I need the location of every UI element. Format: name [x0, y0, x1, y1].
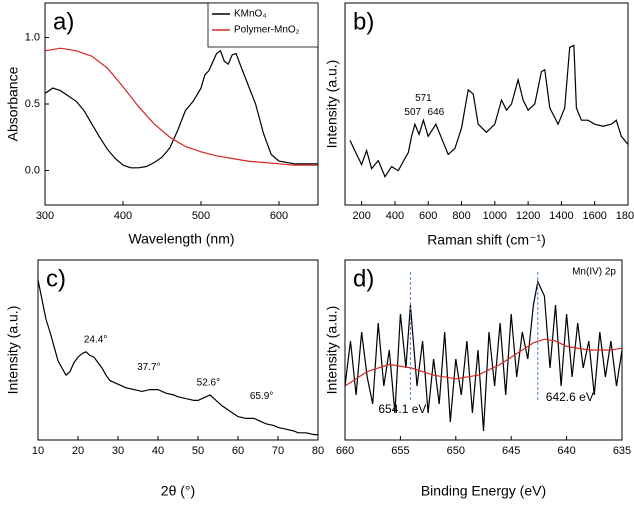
x-tick-label: 600	[270, 210, 288, 222]
legend-label: Polymer-MnO₂	[234, 25, 300, 36]
x-axis-label: Wavelength (nm)	[128, 231, 234, 247]
x-tick-label: 40	[152, 445, 164, 457]
x-tick-label: 645	[502, 445, 520, 457]
y-axis-label: Intensity (a.u.)	[5, 306, 21, 395]
y-axis-label: Intensity (a.u.)	[324, 60, 340, 149]
x-axis-label: Binding Energy (eV)	[421, 483, 546, 499]
panel-label: b)	[353, 8, 374, 35]
data-line	[344, 338, 623, 387]
x-tick-label: 30	[112, 445, 124, 457]
y-tick-label: 0.5	[25, 98, 40, 110]
x-tick-label: 500	[192, 210, 210, 222]
annotation: 24.4°	[84, 334, 107, 345]
x-tick-label: 80	[312, 445, 324, 457]
x-tick-label: 400	[114, 210, 132, 222]
x-tick-label: 1000	[483, 210, 507, 222]
annotation: 37.7°	[137, 362, 160, 373]
x-tick-label: 10	[32, 445, 44, 457]
x-tick-label: 200	[352, 210, 370, 222]
x-tick-label: 300	[36, 210, 54, 222]
panel-label: d)	[353, 265, 374, 292]
plot-frame	[37, 259, 319, 441]
legend-box	[207, 2, 319, 48]
y-tick-label: 0.0	[25, 164, 40, 176]
annotation: 642.6 eV	[546, 390, 594, 404]
annotation: 507	[404, 107, 421, 118]
x-tick-label: 1800	[616, 210, 634, 222]
x-tick-label: 800	[452, 210, 470, 222]
x-axis-label: Raman shift (cm⁻¹)	[427, 232, 546, 248]
y-tick-label: 1.0	[25, 31, 40, 43]
x-tick-label: 1400	[549, 210, 573, 222]
x-tick-label: 400	[386, 210, 404, 222]
panel-title: Mn(IV) 2p	[572, 267, 616, 278]
data-line	[44, 49, 318, 169]
panel-label: c)	[46, 265, 66, 292]
panel-label: a)	[53, 8, 74, 35]
x-tick-label: 20	[72, 445, 84, 457]
plot-frame	[344, 2, 629, 206]
x-tick-label: 1200	[516, 210, 540, 222]
annotation: 52.6°	[197, 378, 220, 389]
x-tick-label: 600	[419, 210, 437, 222]
annotation: 65.9°	[250, 391, 273, 402]
legend-label: KMnO₄	[234, 9, 266, 20]
x-tick-label: 60	[232, 445, 244, 457]
annotation: 571	[415, 93, 432, 104]
annotation: 654.1 eV	[378, 402, 426, 416]
annotation: 646	[428, 107, 445, 118]
x-tick-label: 660	[336, 445, 354, 457]
x-tick-label: 1600	[582, 210, 606, 222]
x-tick-label: 635	[613, 445, 631, 457]
plot-frame	[344, 259, 623, 441]
data-line	[349, 44, 629, 178]
x-tick-label: 640	[557, 445, 575, 457]
x-tick-label: 70	[272, 445, 284, 457]
data-line	[344, 279, 623, 432]
data-line	[37, 279, 318, 436]
y-axis-label: Intensity (a.u.)	[324, 306, 340, 395]
x-tick-label: 50	[192, 445, 204, 457]
x-tick-label: 650	[447, 445, 465, 457]
y-axis-label: Absorbance	[5, 66, 21, 141]
data-line	[44, 47, 318, 166]
x-tick-label: 655	[391, 445, 409, 457]
x-axis-label: 2θ (°)	[161, 483, 195, 499]
